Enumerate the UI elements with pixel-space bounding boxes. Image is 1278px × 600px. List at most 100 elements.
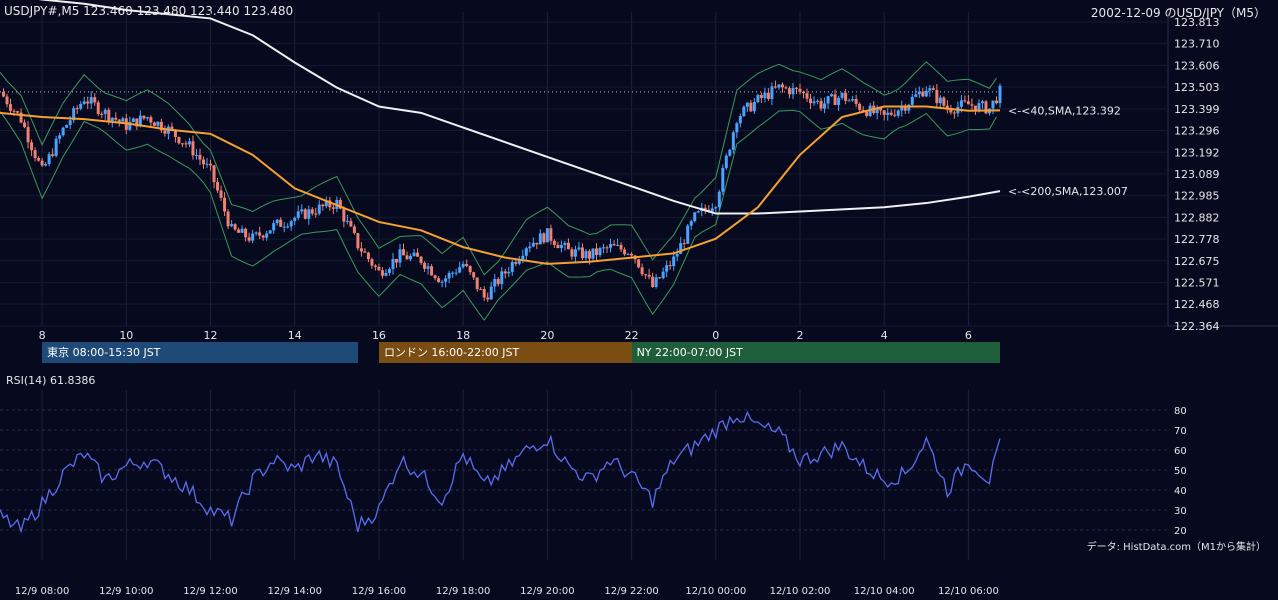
time-axis-top-label: 18 xyxy=(456,329,470,342)
candle-body xyxy=(658,277,662,279)
candle-body xyxy=(230,224,234,227)
candle-body xyxy=(331,207,335,209)
candle-body xyxy=(370,259,374,266)
candle-body xyxy=(110,117,114,122)
rsi-axis-label: 30 xyxy=(1174,506,1187,517)
candle-body xyxy=(721,167,725,192)
candle-body xyxy=(587,251,591,259)
candle-body xyxy=(514,262,518,264)
candle-body xyxy=(202,159,206,165)
candle-body xyxy=(826,96,830,104)
sma40-annotation: <-<40,SMA,123.392 xyxy=(1008,104,1121,117)
candle-body xyxy=(931,88,935,90)
price-axis-label: 122.468 xyxy=(1174,298,1220,311)
candle-body xyxy=(198,154,202,160)
candle-body xyxy=(724,155,728,168)
rsi-axis-label: 50 xyxy=(1174,466,1187,477)
candle-body xyxy=(679,243,683,255)
candle-body xyxy=(780,84,784,88)
candle-body xyxy=(942,97,946,106)
candles-group xyxy=(2,80,1002,303)
candle-body xyxy=(879,108,883,111)
candle-body xyxy=(454,272,458,274)
candle-body xyxy=(212,165,216,183)
candle-body xyxy=(300,209,304,212)
candle-body xyxy=(58,135,62,139)
time-axis-bottom-label: 12/9 18:00 xyxy=(436,586,490,597)
candle-body xyxy=(830,94,834,97)
price-axis-label: 123.710 xyxy=(1174,38,1220,51)
candle-body xyxy=(805,93,809,99)
candle-body xyxy=(752,102,756,112)
candle-body xyxy=(938,97,942,104)
candle-body xyxy=(896,110,900,116)
time-axis-top-label: 4 xyxy=(881,329,888,342)
candle-body xyxy=(138,115,142,127)
candle-body xyxy=(742,106,746,117)
candle-body xyxy=(675,254,679,257)
candle-body xyxy=(121,118,125,122)
candle-body xyxy=(914,94,918,97)
candle-body xyxy=(654,277,658,287)
price-axis-label: 123.503 xyxy=(1174,81,1220,94)
candle-body xyxy=(545,228,549,243)
candle-body xyxy=(321,204,325,207)
candle-body xyxy=(149,117,153,123)
candle-body xyxy=(419,256,423,263)
candle-body xyxy=(802,91,806,94)
time-axis-top-label: 20 xyxy=(540,329,554,342)
bollinger-lower-band xyxy=(0,109,997,321)
price-axis-label: 122.675 xyxy=(1174,255,1220,268)
candle-body xyxy=(840,92,844,98)
candle-body xyxy=(296,211,300,218)
candle-body xyxy=(949,109,953,113)
time-axis-bottom-label: 12/10 06:00 xyxy=(938,586,999,597)
candle-body xyxy=(100,113,104,115)
candle-body xyxy=(51,154,55,156)
candle-body xyxy=(317,204,321,214)
candle-body xyxy=(731,132,735,150)
bollinger-upper-band xyxy=(0,61,997,276)
candle-body xyxy=(402,249,406,256)
candle-body xyxy=(16,111,20,113)
candle-body xyxy=(766,92,770,100)
candle-body xyxy=(244,228,248,238)
candle-body xyxy=(609,243,613,248)
candle-body xyxy=(980,101,984,104)
candle-body xyxy=(998,85,1002,104)
candle-body xyxy=(163,130,167,134)
candle-body xyxy=(405,255,409,260)
session-band-3: NY 22:00-07:00 JST xyxy=(631,342,1000,363)
time-axis-bottom-label: 12/9 10:00 xyxy=(99,586,153,597)
candle-body xyxy=(187,141,191,145)
candle-body xyxy=(738,116,742,124)
candle-body xyxy=(893,114,897,116)
candle-body xyxy=(798,88,802,92)
candle-body xyxy=(152,122,156,126)
candle-body xyxy=(921,91,925,97)
candle-body xyxy=(384,272,388,276)
candle-body xyxy=(689,221,693,226)
candle-body xyxy=(286,226,290,228)
candle-body xyxy=(703,207,707,210)
time-axis-bottom-label: 12/9 12:00 xyxy=(183,586,237,597)
candle-body xyxy=(847,100,851,102)
candle-body xyxy=(293,217,297,222)
candle-body xyxy=(338,199,342,209)
candle-body xyxy=(128,122,132,130)
candle-body xyxy=(647,274,651,277)
candle-body xyxy=(37,158,41,161)
candle-body xyxy=(819,100,823,109)
candle-body xyxy=(486,297,490,300)
candle-body xyxy=(409,255,413,260)
candle-body xyxy=(282,226,286,228)
candle-body xyxy=(773,86,777,88)
candle-body xyxy=(493,279,497,287)
candle-body xyxy=(461,263,465,268)
candle-body xyxy=(640,267,644,275)
candle-body xyxy=(566,242,570,250)
chart-title: 2002-12-09 のUSD/JPY（M5） xyxy=(1090,6,1266,20)
candle-body xyxy=(763,92,767,99)
candle-body xyxy=(191,141,195,156)
